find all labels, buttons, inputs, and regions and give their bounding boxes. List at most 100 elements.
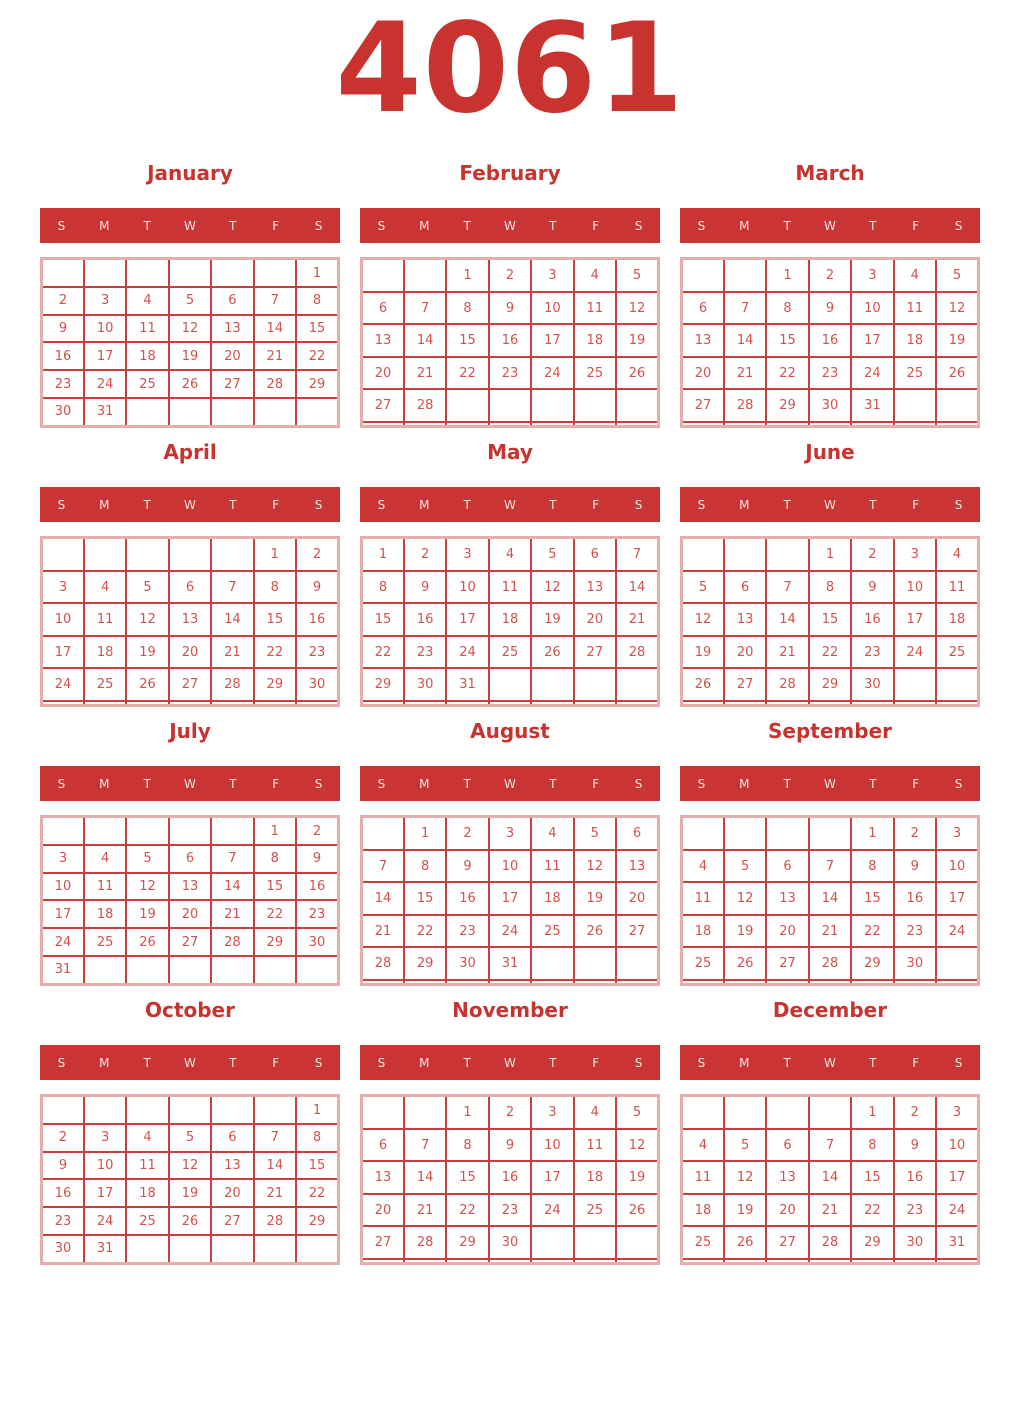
day-cell — [40, 1094, 85, 1126]
day-cell: 3 — [935, 815, 980, 851]
day-cell: 9 — [487, 290, 533, 326]
day-cell — [892, 388, 938, 423]
day-cell: 20 — [360, 1192, 405, 1228]
day-cell: 12 — [722, 1160, 768, 1195]
month-title: April — [163, 440, 217, 464]
day-cell: 30 — [807, 388, 853, 423]
month-title: October — [145, 998, 235, 1022]
day-cell: 8 — [360, 569, 405, 605]
day-cell: 3 — [82, 286, 128, 316]
day-cell — [252, 396, 298, 428]
week-row — [680, 978, 980, 986]
day-cell: 23 — [402, 634, 448, 670]
day-cell: 28 — [615, 634, 660, 670]
week-row: 20 21 22 23 24 25 26 — [360, 1192, 660, 1228]
day-cell: 3 — [40, 569, 85, 605]
week-row: 22 23 24 25 26 27 28 — [360, 634, 660, 670]
day-cell: 1 — [445, 1094, 490, 1130]
day-cell — [722, 1257, 768, 1265]
month-days-grid: 1 2 3 4 5 6 7 8 9 10 11 12 13 14 15 16 17 18 19 20 21 22 23 24 2… — [360, 1094, 660, 1265]
day-cell — [935, 946, 980, 981]
month-title: May — [487, 440, 533, 464]
day-cell: 6 — [210, 1123, 255, 1153]
week-row: 25 26 27 28 29 30 31 — [680, 1225, 980, 1260]
day-cell: 22 — [295, 341, 340, 372]
day-cell: 28 — [210, 667, 255, 702]
week-row: 16 17 18 19 20 21 22 — [40, 341, 340, 372]
day-cell: 27 — [210, 1206, 255, 1236]
day-cell: 3 — [445, 536, 490, 572]
day-cell: 1 — [252, 815, 298, 847]
weekday-label: S — [954, 218, 963, 233]
day-cell: 6 — [615, 815, 660, 851]
day-cell — [125, 815, 170, 847]
day-cell: 27 — [615, 913, 660, 949]
day-cell — [722, 1094, 768, 1130]
month-title: December — [772, 998, 888, 1022]
day-cell: 22 — [807, 634, 853, 670]
week-row: 11 12 13 14 15 16 17 — [680, 881, 980, 916]
month-days-grid: 1 2 3 4 5 6 7 8 9 10 11 12 13 14 15 16 17 18 19 20 21 22 23 24 2… — [680, 536, 980, 707]
day-cell — [167, 1094, 213, 1126]
weekday-label: W — [184, 497, 196, 512]
day-cell: 24 — [935, 1192, 980, 1228]
week-row: 11 12 13 14 15 16 17 — [680, 1160, 980, 1195]
day-cell: 2 — [487, 1094, 533, 1130]
day-cell: 25 — [530, 913, 575, 949]
day-cell: 20 — [572, 602, 618, 637]
day-cell: 12 — [125, 871, 170, 902]
day-cell: 16 — [295, 602, 340, 637]
day-cell: 16 — [40, 1178, 85, 1209]
year-title: 4061 — [335, 0, 685, 141]
weekday-label: S — [57, 1055, 66, 1070]
day-cell — [295, 954, 340, 986]
day-cell: 13 — [615, 848, 660, 884]
day-cell: 23 — [295, 899, 340, 930]
day-cell — [722, 815, 768, 851]
day-cell: 14 — [210, 871, 255, 902]
day-cell: 24 — [530, 355, 575, 391]
day-cell: 21 — [722, 355, 768, 391]
day-cell: 21 — [402, 355, 448, 391]
day-cell: 16 — [892, 1160, 938, 1195]
day-cell: 22 — [765, 355, 810, 391]
day-cell — [125, 1094, 170, 1126]
day-cell — [360, 815, 405, 851]
week-row: 4 5 6 7 8 9 10 — [680, 848, 980, 884]
day-cell: 21 — [252, 341, 298, 372]
day-cell: 4 — [82, 569, 128, 605]
weekday-label: T — [783, 1055, 791, 1070]
day-cell: 24 — [40, 667, 85, 702]
day-cell — [530, 388, 575, 423]
day-cell: 14 — [252, 1150, 298, 1181]
day-cell — [125, 699, 170, 707]
day-cell — [935, 1257, 980, 1265]
day-cell: 27 — [167, 667, 213, 702]
day-cell — [530, 667, 575, 702]
day-cell: 6 — [722, 569, 768, 605]
day-cell: 26 — [722, 1225, 768, 1260]
day-cell: 28 — [252, 369, 298, 399]
weekday-label: F — [592, 218, 600, 233]
day-cell: 19 — [722, 1192, 768, 1228]
day-cell: 22 — [402, 913, 448, 949]
day-cell: 13 — [360, 323, 405, 358]
weekday-label: S — [634, 497, 643, 512]
month-title: November — [452, 998, 568, 1022]
weekday-label: M — [739, 1055, 750, 1070]
day-cell — [530, 946, 575, 981]
day-cell — [680, 1094, 725, 1130]
day-cell: 25 — [572, 355, 618, 391]
day-cell — [722, 699, 768, 707]
day-cell — [252, 257, 298, 289]
weekday-label: T — [869, 1055, 877, 1070]
week-row: 4 5 6 7 8 9 10 — [680, 1127, 980, 1163]
day-cell: 17 — [487, 881, 533, 916]
